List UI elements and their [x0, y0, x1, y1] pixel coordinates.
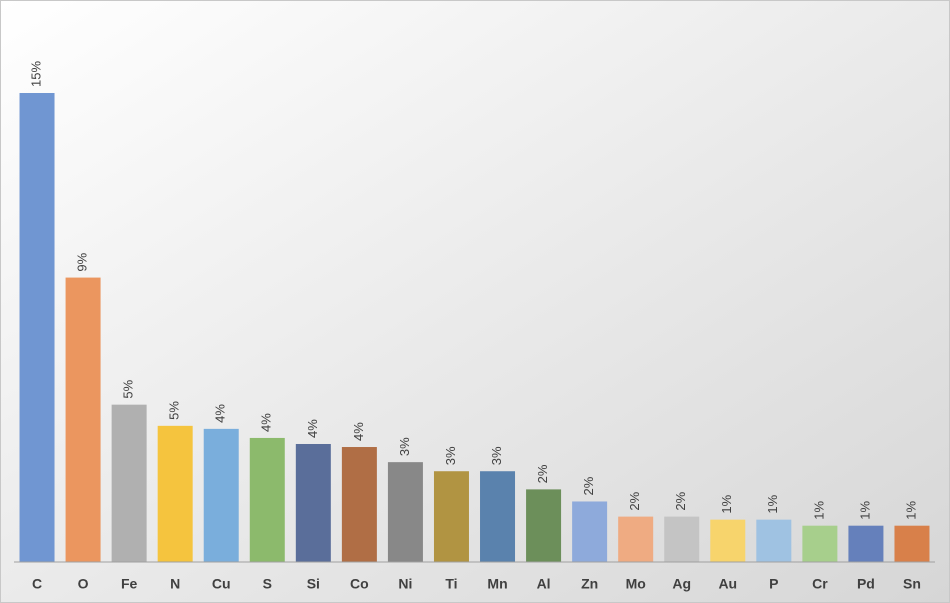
x-tick-label: S [263, 576, 272, 592]
bar [572, 501, 608, 562]
bar [295, 443, 331, 562]
data-label: 4% [305, 419, 320, 438]
bar [249, 437, 285, 562]
x-tick-label: Si [307, 576, 320, 592]
data-label: 2% [627, 491, 642, 510]
bar [203, 428, 239, 562]
data-label: 5% [121, 379, 136, 398]
bar [710, 519, 746, 562]
data-label: 5% [167, 401, 182, 420]
bar [65, 277, 101, 562]
data-label: 1% [857, 500, 872, 519]
bar [341, 447, 377, 562]
data-label: 3% [397, 437, 412, 456]
x-tick-label: O [78, 576, 89, 592]
x-tick-label: Pd [857, 576, 875, 592]
x-tick-label: Zn [581, 576, 598, 592]
x-tick-label: Au [718, 576, 737, 592]
x-tick-label: Al [537, 576, 551, 592]
x-tick-label: C [32, 576, 42, 592]
data-label: 15% [28, 61, 43, 87]
x-tick-label: Ti [445, 576, 457, 592]
data-label: 2% [673, 491, 688, 510]
x-tick-label: Mo [626, 576, 646, 592]
x-tick-label: Mn [487, 576, 507, 592]
bar [433, 471, 469, 562]
bar [387, 462, 423, 562]
data-label: 1% [811, 500, 826, 519]
x-tick-label: N [170, 576, 180, 592]
x-tick-label: Co [350, 576, 369, 592]
bar [111, 404, 147, 562]
data-label: 2% [535, 464, 550, 483]
data-label: 4% [259, 413, 274, 432]
bar [756, 519, 792, 562]
bar [19, 93, 55, 562]
x-tick-label: Cu [212, 576, 231, 592]
data-label: 4% [351, 422, 366, 441]
x-tick-label: Ni [398, 576, 412, 592]
bar [526, 489, 562, 562]
data-label: 1% [903, 500, 918, 519]
x-tick-label: Ag [672, 576, 691, 592]
data-label: 4% [213, 404, 228, 423]
x-tick-label: Fe [121, 576, 138, 592]
data-label: 1% [765, 494, 780, 513]
bar [802, 525, 838, 562]
bar [848, 525, 884, 562]
data-label: 3% [489, 446, 504, 465]
bar [157, 425, 193, 562]
data-label: 3% [443, 446, 458, 465]
data-label: 1% [719, 494, 734, 513]
data-label: 2% [581, 476, 596, 495]
x-tick-label: Sn [903, 576, 921, 592]
x-tick-label: Cr [812, 576, 828, 592]
bar [894, 525, 930, 562]
bar [664, 516, 700, 562]
bar [480, 471, 516, 562]
bar [618, 516, 654, 562]
x-tick-label: P [769, 576, 778, 592]
data-label: 9% [75, 252, 90, 271]
